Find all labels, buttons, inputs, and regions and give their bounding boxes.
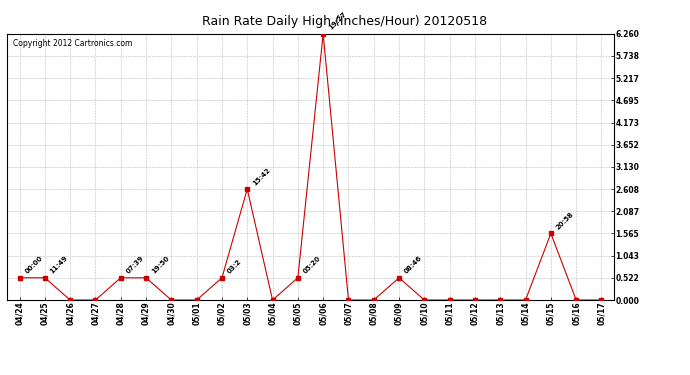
Text: 08:46: 08:46 bbox=[403, 255, 423, 275]
Text: 07:39: 07:39 bbox=[125, 255, 145, 275]
Text: 11:49: 11:49 bbox=[49, 255, 69, 275]
Text: 19:27: 19:27 bbox=[327, 11, 347, 31]
Text: 15:42: 15:42 bbox=[251, 166, 271, 186]
Text: Rain Rate Daily High (Inches/Hour) 20120518: Rain Rate Daily High (Inches/Hour) 20120… bbox=[202, 15, 488, 28]
Text: 19:50: 19:50 bbox=[150, 255, 170, 275]
Text: 00:00: 00:00 bbox=[23, 255, 43, 275]
Text: 20:58: 20:58 bbox=[555, 211, 575, 231]
Text: 05:20: 05:20 bbox=[302, 255, 322, 275]
Text: Copyright 2012 Cartronics.com: Copyright 2012 Cartronics.com bbox=[13, 39, 132, 48]
Text: 03:2: 03:2 bbox=[226, 259, 243, 275]
